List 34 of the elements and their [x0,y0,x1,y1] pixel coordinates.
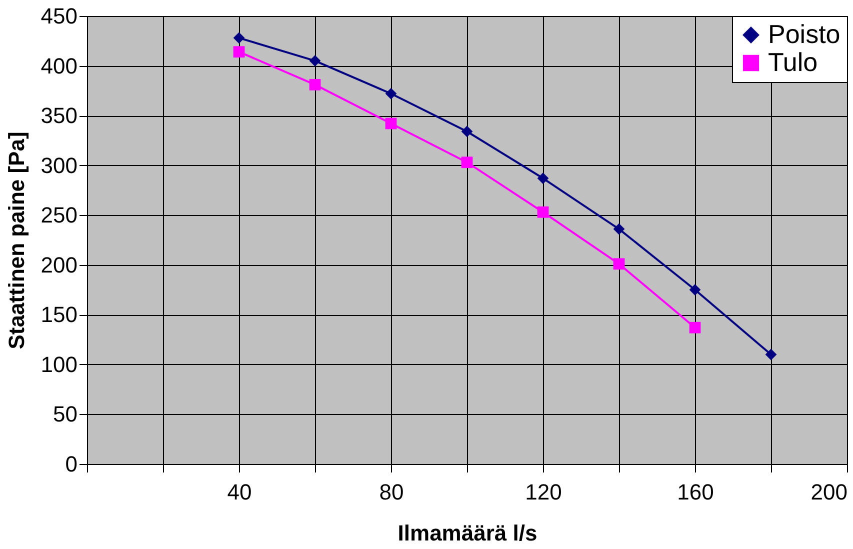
point [613,223,625,235]
y-tick-label: 400 [40,53,78,78]
point [461,156,473,168]
point [309,78,321,90]
point [613,258,625,270]
point [537,206,549,218]
y-tick-label: 200 [40,252,78,278]
x-tick-label: 40 [227,480,252,504]
y-axis-title: Staattinen paine [Pa] [4,132,29,350]
y-tick-label: 350 [40,103,78,128]
point [461,126,473,138]
legend-label: Poisto [768,19,840,49]
point [233,46,245,58]
point [385,88,397,100]
point [233,32,245,44]
x-tick-label: 120 [525,480,562,504]
point [765,348,777,360]
x-tick-label: 80 [379,480,404,504]
x-tick-label: 160 [677,480,714,504]
legend-label: Tulo [768,47,818,77]
x-axis-title: Ilmamäärä l/s [398,520,538,546]
y-tick-label: 100 [40,352,78,377]
y-tick-label: 250 [40,202,78,228]
point [537,172,549,184]
y-tick-label: 300 [40,152,78,178]
y-tick-label: 150 [40,302,78,328]
point [385,118,397,130]
point [689,322,701,334]
y-tick-label: 50 [53,402,78,427]
x-tick-label: 200 [810,480,848,504]
point [689,284,701,296]
point [309,55,321,66]
y-tick-label: 450 [40,4,78,28]
y-tick-label: 0 [65,452,78,476]
